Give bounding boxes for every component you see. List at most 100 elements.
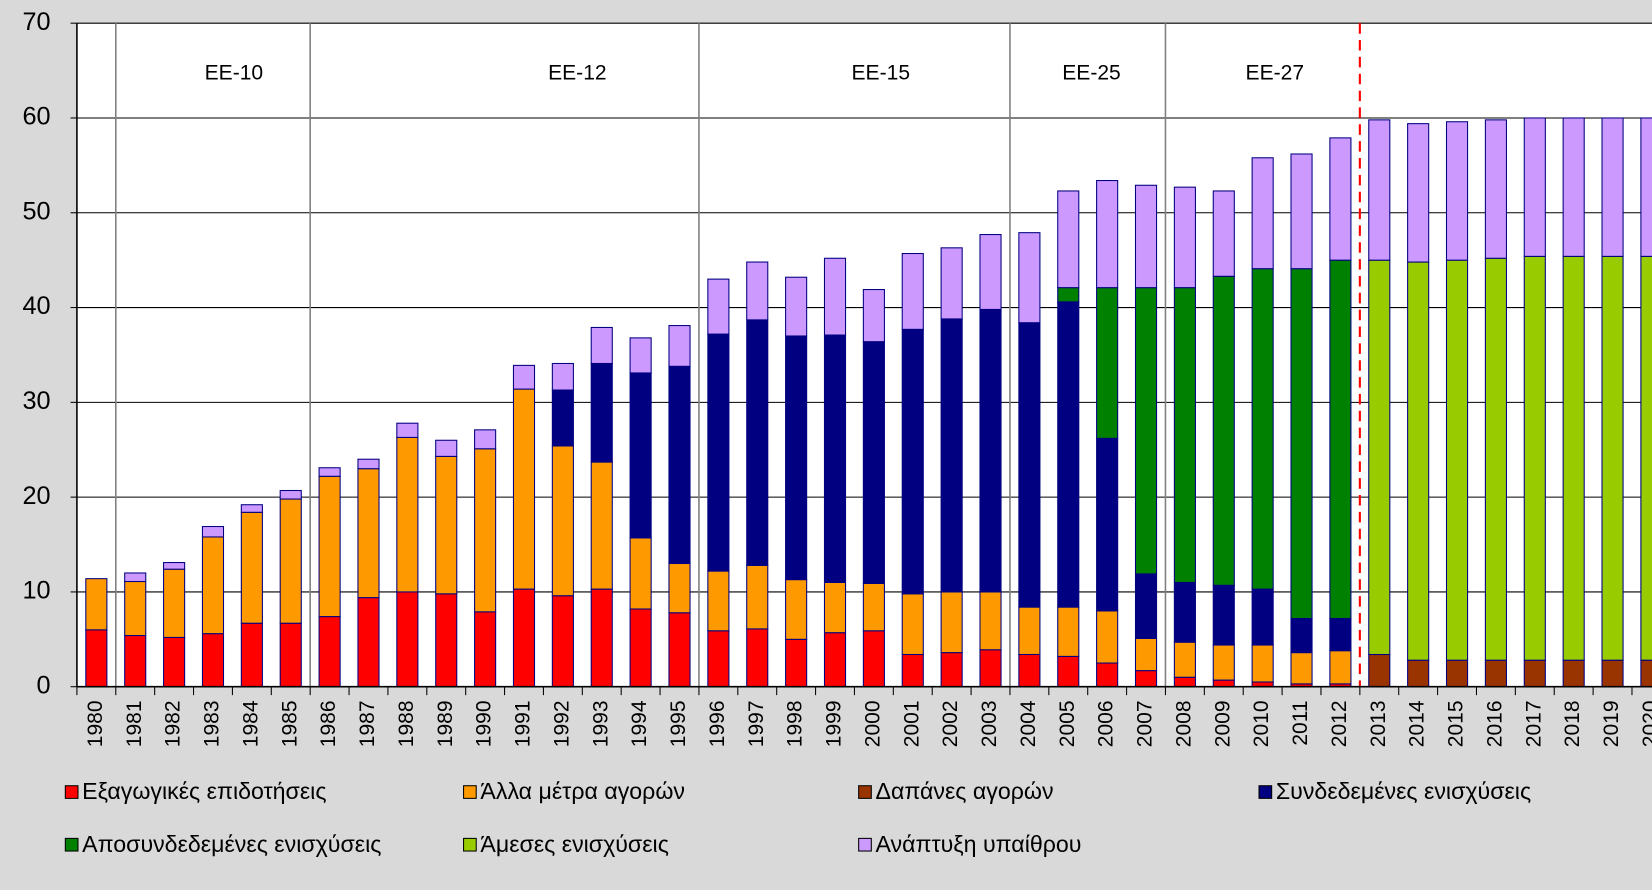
x-tick-label: 1989 xyxy=(434,700,457,747)
bar-segment xyxy=(396,436,419,593)
y-tick-label: 20 xyxy=(22,482,50,510)
x-tick-label: 1985 xyxy=(278,700,301,747)
legend-swatch xyxy=(463,837,477,852)
bar-segment xyxy=(629,372,652,539)
bar-segment xyxy=(1601,659,1624,688)
bar-segment xyxy=(201,633,225,688)
bar-segment xyxy=(1212,584,1235,646)
bar-segment xyxy=(1173,641,1196,678)
x-tick-label: 2016 xyxy=(1483,700,1506,747)
bar-segment xyxy=(707,333,730,572)
bar-segment xyxy=(746,319,769,566)
bar-segment xyxy=(357,458,380,470)
bar-segment xyxy=(1484,119,1507,259)
bar-segment xyxy=(823,257,847,336)
bar-segment xyxy=(901,252,924,330)
bar-segment xyxy=(590,326,613,365)
x-tick-label: 2002 xyxy=(939,700,962,747)
bar-segment xyxy=(668,365,691,565)
bar-segment xyxy=(1173,186,1196,289)
bar-segment xyxy=(435,593,458,688)
legend-swatch xyxy=(463,785,477,799)
x-tick-label: 2008 xyxy=(1172,700,1195,747)
bar-segment xyxy=(435,439,458,457)
bar-segment xyxy=(279,489,302,500)
bar-segment xyxy=(1407,659,1430,688)
x-tick-label: 2000 xyxy=(861,700,884,747)
x-tick-label: 1991 xyxy=(512,700,535,747)
region-label: ΕΕ-12 xyxy=(548,61,607,84)
bar-segment xyxy=(124,580,147,637)
bar-segment xyxy=(1329,617,1352,652)
bar-segment xyxy=(551,445,574,597)
bar-segment xyxy=(551,595,574,688)
bar-segment xyxy=(862,289,885,343)
bar-segment xyxy=(240,622,263,688)
bar-segment xyxy=(1134,670,1158,688)
x-tick-label: 2013 xyxy=(1367,700,1390,747)
bar-segment xyxy=(629,608,652,688)
x-tick-label: 2004 xyxy=(1017,700,1040,747)
bar-segment xyxy=(396,591,419,688)
bar-segment xyxy=(746,628,769,688)
bar-segment xyxy=(1329,259,1352,619)
bar-segment xyxy=(1251,268,1274,590)
bar-segment xyxy=(1251,157,1274,270)
bar-segment xyxy=(940,652,963,688)
bar-segment xyxy=(1368,259,1391,656)
bar-segment xyxy=(1251,588,1274,646)
bar-segment xyxy=(1329,137,1352,261)
bar-segment xyxy=(1251,644,1274,683)
bar-segment xyxy=(1057,606,1080,657)
y-tick-label: 70 xyxy=(22,8,50,36)
legend-label: Άμεσες ενισχύσεις xyxy=(480,831,668,857)
x-tick-label: 2017 xyxy=(1522,700,1545,747)
bar-segment xyxy=(1096,662,1119,688)
bar-segment xyxy=(1018,232,1041,324)
bar-segment xyxy=(1407,123,1430,263)
bar-segment xyxy=(1057,190,1080,289)
x-tick-label: 1994 xyxy=(628,700,651,747)
bar-segment xyxy=(1640,117,1652,257)
bar-segment xyxy=(1601,117,1624,257)
x-tick-label: 2020 xyxy=(1639,700,1652,747)
bar-segment xyxy=(85,578,108,631)
x-tick-label: 1980 xyxy=(84,700,107,747)
bar-segment xyxy=(1212,190,1235,277)
x-tick-label: 1981 xyxy=(123,700,146,747)
y-tick-label: 10 xyxy=(22,577,50,605)
bar-segment xyxy=(1523,255,1546,661)
bar-segment xyxy=(1134,184,1158,289)
x-tick-label: 2010 xyxy=(1250,700,1273,747)
region-label: ΕΕ-10 xyxy=(205,61,264,84)
bar-segment xyxy=(201,525,225,538)
bar-segment xyxy=(1368,119,1391,261)
bar-segment xyxy=(163,568,186,638)
bar-segment xyxy=(240,511,263,624)
bar-segment xyxy=(1640,255,1652,661)
bar-segment xyxy=(862,341,885,584)
bar-segment xyxy=(668,325,691,367)
bar-segment xyxy=(590,461,613,590)
bar-segment xyxy=(512,388,536,590)
bar-segment xyxy=(318,616,341,688)
bar-segment xyxy=(1523,659,1546,688)
bar-segment xyxy=(279,622,302,688)
bar-segment xyxy=(979,308,1002,593)
x-tick-label: 2003 xyxy=(978,700,1001,747)
bar-segment xyxy=(590,362,613,463)
bar-segment xyxy=(1057,301,1080,608)
bar-segment xyxy=(1134,287,1158,575)
bar-segment xyxy=(1290,652,1313,685)
y-tick-label: 30 xyxy=(22,387,50,415)
bar-segment xyxy=(551,389,574,447)
bar-segment xyxy=(1134,573,1158,639)
bar-segment xyxy=(1601,255,1624,661)
bar-segment xyxy=(823,334,847,583)
bar-segment xyxy=(1212,644,1235,681)
bar-segment xyxy=(357,468,380,599)
bar-segment xyxy=(1096,610,1119,664)
x-tick-label: 1986 xyxy=(317,700,340,747)
x-tick-label: 1988 xyxy=(395,700,418,747)
x-tick-label: 2005 xyxy=(1056,700,1079,747)
